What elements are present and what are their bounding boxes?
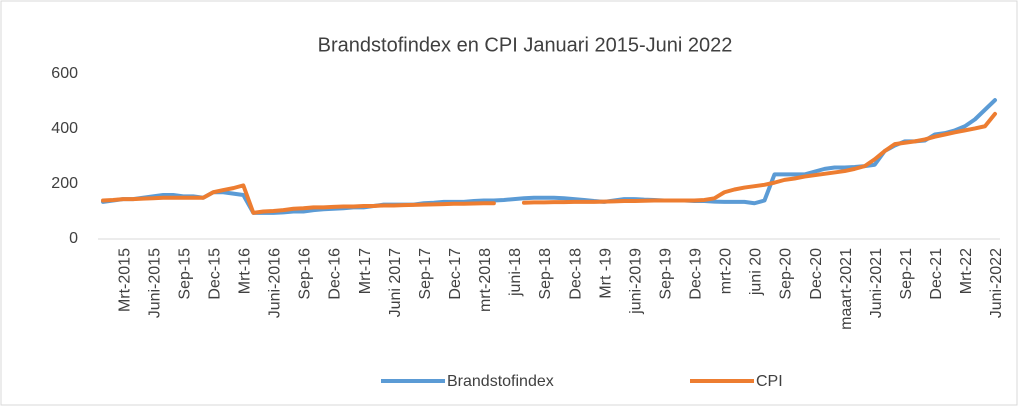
x-tick-label: Dec-18: [567, 248, 584, 300]
x-tick-label: mrt-2018: [477, 248, 494, 312]
x-tick-label: Sep-18: [537, 248, 554, 300]
x-tick-label: Dec-16: [327, 248, 344, 300]
x-tick-label: Sep-19: [657, 248, 674, 300]
x-tick-label: Dec-20: [808, 248, 825, 300]
x-tick-label: Juni-2016: [267, 248, 284, 318]
x-tick-label: Juni 2017: [387, 248, 404, 317]
x-tick-label: mrt-20: [718, 248, 735, 294]
x-tick-label: Sep-20: [778, 248, 795, 300]
x-tick-label: juni-18: [507, 248, 524, 297]
y-tick-label: 600: [51, 65, 78, 82]
x-tick-label: Sep-15: [176, 248, 193, 300]
x-tick-label: maart-2021: [838, 248, 855, 330]
line-series: [101, 183, 496, 215]
legend-label: Brandstofindex: [447, 373, 554, 390]
x-tick-label: Mrt-17: [357, 248, 374, 294]
x-tick-label: Juni-2022: [988, 248, 1005, 318]
x-tick-label: Dec-15: [206, 248, 223, 300]
chart-title: Brandstofindex en CPI Januari 2015-Juni …: [318, 34, 733, 56]
x-tick-label: Sep-16: [297, 248, 314, 300]
x-tick-label: juni-2019: [627, 248, 644, 315]
x-tick-label: Mrt-2015: [116, 248, 133, 312]
x-tick-label: Sep-17: [417, 248, 434, 300]
x-tick-label: Mrt-22: [958, 248, 975, 294]
x-tick-label: Mrt -19: [597, 248, 614, 299]
x-tick-label: juni 20: [748, 248, 765, 296]
y-tick-label: 400: [51, 120, 78, 137]
x-tick-label: Dec-19: [688, 248, 705, 300]
y-tick-label: 200: [51, 175, 78, 192]
x-tick-label: Dec-21: [928, 248, 945, 300]
x-tick-label: Sep-21: [898, 248, 915, 300]
y-tick-label: 0: [69, 230, 78, 247]
line-series: [521, 111, 997, 205]
legend-label: CPI: [756, 373, 783, 390]
x-tick-label: Juni-2015: [146, 248, 163, 318]
x-tick-label: Mrt-16: [237, 248, 254, 294]
x-tick-label: Dec-17: [447, 248, 464, 300]
x-tick-label: Juni-2021: [868, 248, 885, 318]
